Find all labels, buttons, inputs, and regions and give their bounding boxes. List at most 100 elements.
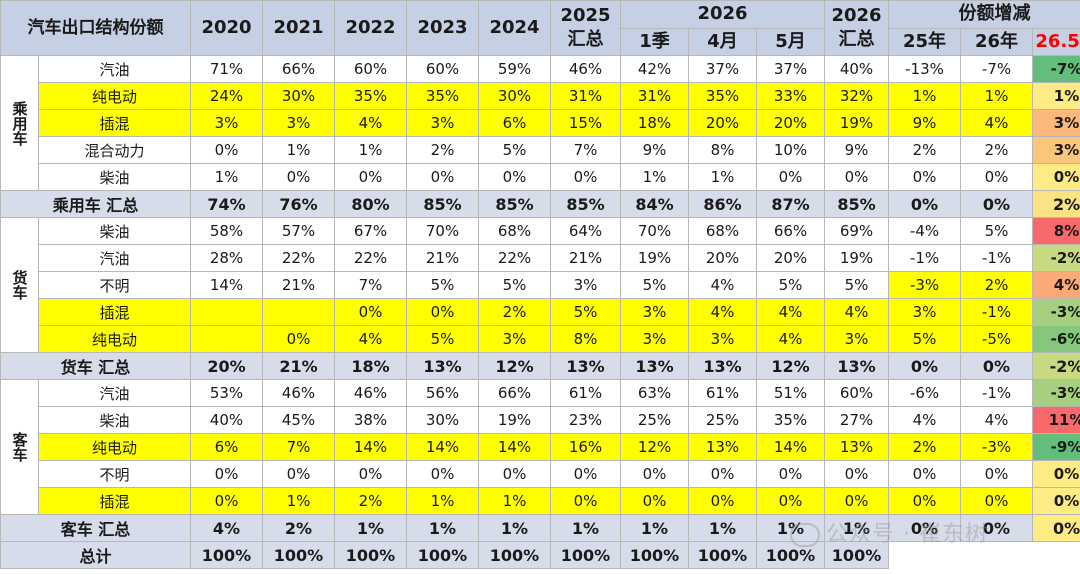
sub-apr: 4月 [688, 27, 757, 56]
value-cell: 5% [406, 271, 479, 299]
category-label: 客车 [0, 379, 39, 515]
value-cell: 0% [334, 460, 407, 488]
grand-total-cell: 100% [406, 541, 479, 569]
value-cell: 2% [960, 271, 1034, 299]
subtotal-cell: 12% [478, 352, 551, 380]
value-cell: 0% [1032, 460, 1080, 488]
value-cell: 19% [478, 406, 551, 434]
value-cell: 4% [688, 271, 757, 299]
value-cell: 56% [406, 379, 479, 407]
value-cell: 31% [550, 82, 621, 110]
grand-total-cell: 100% [620, 541, 689, 569]
change-26: 26年 [960, 27, 1034, 56]
value-cell: 0% [688, 487, 757, 515]
value-cell: 2% [888, 433, 962, 461]
grand-total-cell: 100% [755, 541, 826, 569]
value-cell: 3% [550, 271, 621, 299]
value-cell: 46% [334, 379, 407, 407]
grand-total-cell: 100% [334, 541, 407, 569]
subtotal-cell: 87% [755, 190, 826, 218]
value-cell: 0% [888, 460, 962, 488]
sub-q1: 1季 [620, 27, 689, 56]
row-label: 插混 [38, 298, 191, 326]
value-cell: -6% [1032, 325, 1080, 353]
value-cell: -1% [960, 298, 1034, 326]
value-cell: 4% [960, 406, 1034, 434]
value-cell: 3% [1032, 109, 1080, 137]
year-2020: 2020 [190, 0, 263, 56]
value-cell: 4% [824, 298, 890, 326]
value-cell: 2% [478, 298, 551, 326]
value-cell: -1% [960, 244, 1034, 272]
table-row: 货车 柴油 58% 57% 67% 70% 68% 64% 70% 68% 66% 69% -4% 5% 8… [0, 217, 1080, 353]
value-cell: 22% [262, 244, 335, 272]
grand-total-row: 总计 100% 100% 100% 100% 100% 100% 100% 100% 100% 10… [0, 541, 1080, 569]
value-cell: 9% [824, 136, 890, 164]
row-label: 汽油 [38, 55, 191, 83]
table-row: 不明 0% 0% 0% 0% 0% 0% 0% 0% 0% 0% 0% 0% 0% [1, 460, 1080, 488]
table-row: 插混 0% 0% 2% 5% 3% 4% 4% 4% 3% -1% -3% [1, 298, 1080, 326]
value-cell: 3% [824, 325, 890, 353]
year-2025-label: 2025 [560, 5, 611, 26]
subtotal-cell: 0% [1032, 514, 1080, 542]
value-cell: 35% [755, 406, 826, 434]
subtotal-cell: -2% [1032, 352, 1080, 380]
value-cell: 16% [550, 433, 621, 461]
year-2025-total: 2025 汇总 [550, 0, 621, 56]
value-cell: 0% [960, 460, 1034, 488]
year-2024: 2024 [478, 0, 551, 56]
value-cell: 58% [190, 217, 263, 245]
value-cell: 14% [478, 433, 551, 461]
value-cell: 5% [888, 325, 962, 353]
value-cell: -3% [1032, 298, 1080, 326]
table-row: 汽油 28% 22% 22% 21% 22% 21% 19% 20% 20% 19% -1% -1% -2… [1, 244, 1080, 272]
value-cell: 0% [1032, 163, 1080, 191]
grand-total-label: 总计 [0, 541, 191, 569]
table-row: 柴油 1% 0% 0% 0% 0% 0% 1% 1% 0% 0% 0% 0% 0% [1, 163, 1080, 191]
value-cell: 0% [888, 487, 962, 515]
value-cell: 14% [190, 271, 263, 299]
value-cell: 0% [262, 163, 335, 191]
row-label: 混合动力 [38, 136, 191, 164]
value-cell: 1% [190, 163, 263, 191]
value-cell: 24% [190, 82, 263, 110]
value-cell: 1% [1032, 82, 1080, 110]
subtotal-label: 货车 汇总 [0, 352, 191, 380]
value-cell: 66% [478, 379, 551, 407]
value-cell: 14% [406, 433, 479, 461]
subtotal-cell: 0% [888, 190, 962, 218]
value-cell: 15% [550, 109, 621, 137]
value-cell: 2% [960, 136, 1034, 164]
value-cell: 0% [478, 163, 551, 191]
value-cell: 1% [262, 487, 335, 515]
value-cell: 3% [190, 109, 263, 137]
value-cell: 31% [620, 82, 689, 110]
value-cell: 20% [688, 109, 757, 137]
value-cell: 33% [755, 82, 826, 110]
value-cell: 60% [406, 55, 479, 83]
change-group: 份额增减 [888, 0, 1080, 29]
value-cell: 4% [334, 325, 407, 353]
value-cell: 2% [406, 136, 479, 164]
value-cell: 45% [262, 406, 335, 434]
category-label: 货车 [0, 217, 39, 353]
value-cell: 1% [262, 136, 335, 164]
value-cell: -7% [960, 55, 1034, 83]
value-cell: 14% [755, 433, 826, 461]
value-cell: 0% [406, 163, 479, 191]
year-2026-total-sub: 汇总 [838, 29, 875, 50]
year-2023: 2023 [406, 0, 479, 56]
value-cell: 3% [620, 325, 689, 353]
value-cell: 4% [960, 109, 1034, 137]
grand-total-cell: 100% [550, 541, 621, 569]
sub-may: 5月 [755, 27, 826, 56]
value-cell: 3% [262, 109, 335, 137]
subtotal-cell: 84% [620, 190, 689, 218]
value-cell: 0% [406, 298, 479, 326]
subtotal-cell: 4% [190, 514, 263, 542]
subtotal-row: 客车 汇总 4% 2% 1% 1% 1% 1% 1% 1% 1% 1% 0% 0% 0% [0, 514, 1080, 542]
value-cell: 0% [478, 460, 551, 488]
grand-total-cell: 100% [190, 541, 263, 569]
